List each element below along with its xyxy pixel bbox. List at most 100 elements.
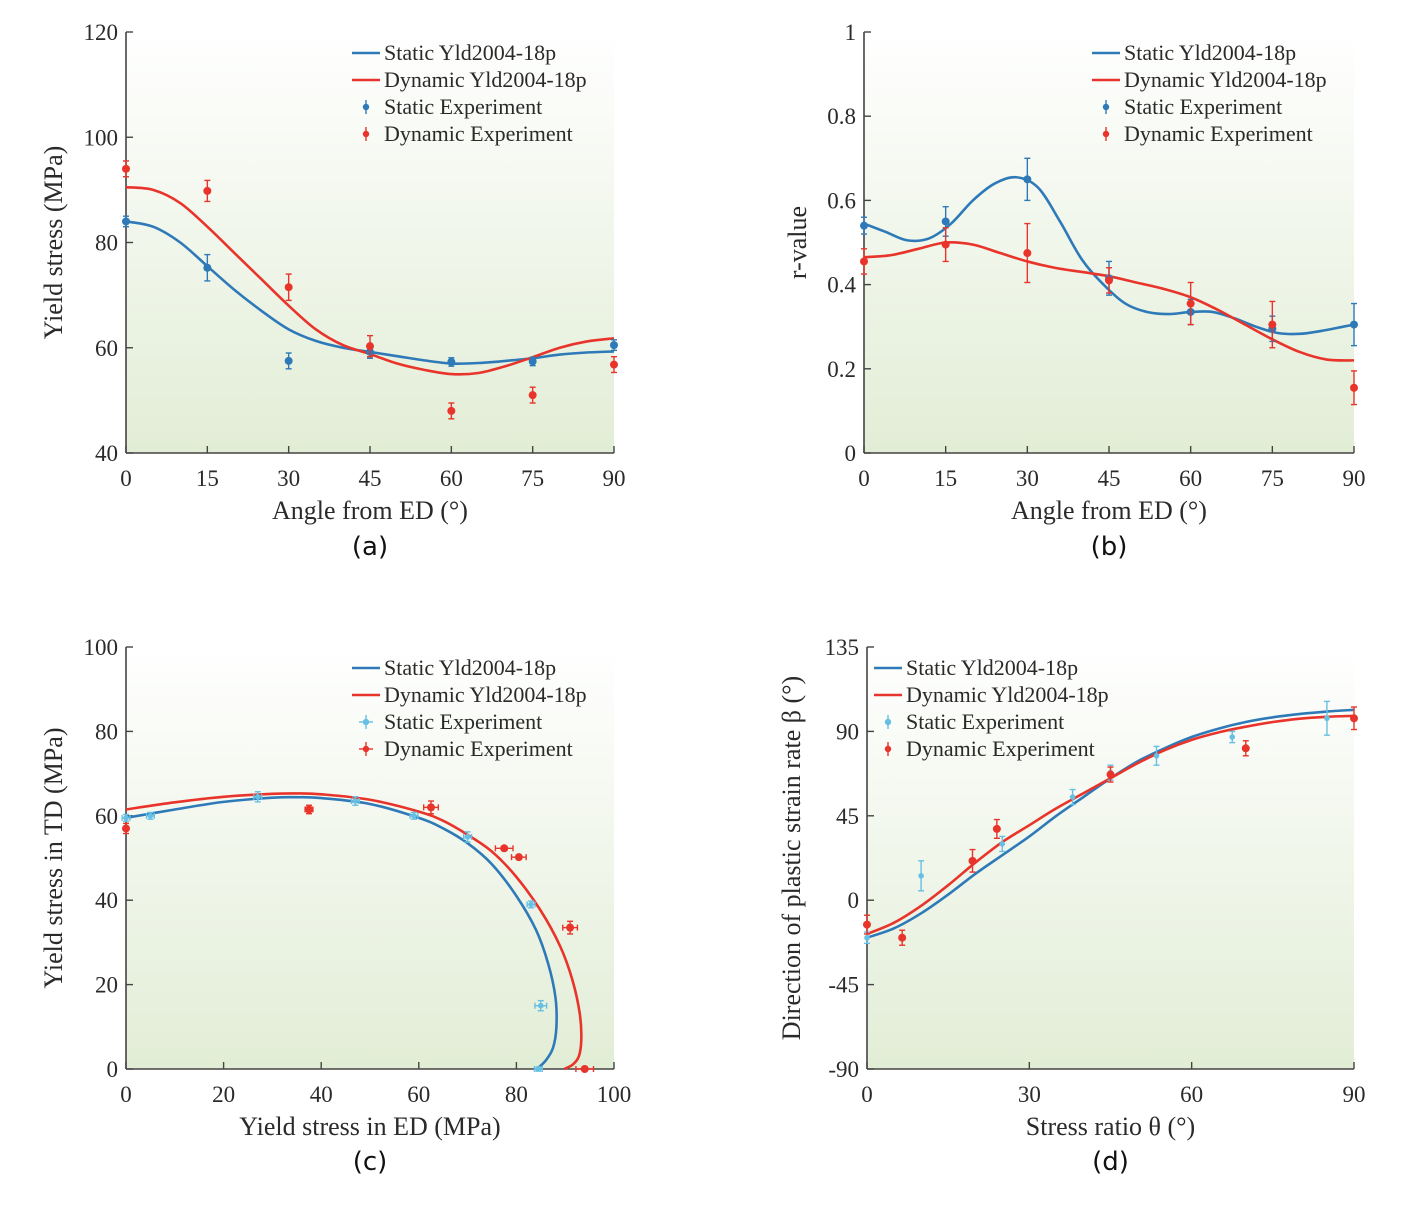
- y-tick-label: 120: [84, 20, 119, 45]
- data-point-dynamic-group: [860, 248, 868, 275]
- data-point-static: [464, 834, 471, 840]
- chart-panel-b: 0 15 30 45 60 75 90 0 0.2 0.4 0.6 0.8 1 Angle from ED…: [783, 20, 1366, 562]
- legend-marker-swatch: [362, 745, 370, 753]
- data-point-static-group: [999, 835, 1006, 853]
- data-point-dynamic-group: [422, 800, 440, 815]
- legend-label: Dynamic Yld2004-18p: [384, 682, 587, 707]
- data-point-dynamic-group: [122, 160, 130, 178]
- x-tick-label: 0: [120, 466, 132, 491]
- data-point-dynamic-group: [284, 273, 293, 302]
- y-tick-label: 1: [845, 20, 857, 45]
- data-point-dynamic: [1350, 714, 1358, 723]
- data-point-static-group: [534, 999, 548, 1012]
- data-point-dynamic: [860, 257, 868, 266]
- data-point-dynamic-group: [992, 818, 1001, 840]
- data-point-dynamic-group: [447, 402, 456, 420]
- data-point-dynamic-group: [366, 334, 374, 358]
- legend-label: Static Yld2004-18p: [906, 655, 1078, 680]
- y-tick-label: 0: [845, 441, 857, 466]
- data-point-dynamic-group: [1023, 222, 1032, 284]
- data-point-static-group: [253, 791, 263, 803]
- chart-panel-c: 0 20 40 60 80 100 0 20 40 60 80 100 Yield stress in …: [39, 635, 631, 1177]
- data-point-static-group: [526, 900, 536, 909]
- data-point-dynamic-group: [1106, 766, 1115, 783]
- legend-item: Static Yld2004-18p: [352, 40, 556, 65]
- legend-marker-swatch: [884, 745, 892, 753]
- x-tick-label: 40: [310, 1082, 333, 1107]
- data-point-static: [1069, 794, 1076, 800]
- data-point-dynamic-group: [610, 355, 618, 374]
- data-point-static-group: [860, 216, 868, 235]
- y-tick-label: 20: [95, 973, 118, 998]
- data-point-dynamic: [500, 844, 509, 853]
- legend-marker-swatch: [362, 103, 370, 111]
- data-point-static-group: [122, 215, 130, 228]
- data-point-dynamic: [1186, 299, 1195, 308]
- y-tick-label: 45: [836, 804, 859, 829]
- series-curve-static: [126, 795, 558, 1070]
- x-tick-label: 75: [1261, 466, 1284, 491]
- data-point-dynamic: [968, 856, 977, 865]
- data-point-static: [122, 217, 130, 226]
- data-point-dynamic: [528, 391, 537, 400]
- data-point-dynamic-group: [575, 1065, 595, 1073]
- data-point-static-group: [1323, 700, 1330, 736]
- y-tick-label: 100: [84, 125, 119, 150]
- legend-label: Dynamic Experiment: [384, 121, 573, 146]
- data-point-static: [918, 873, 924, 879]
- data-point-static-group: [284, 352, 293, 370]
- data-point-static: [284, 356, 293, 365]
- data-point-static: [254, 794, 261, 800]
- legend-item: Dynamic Experiment: [1102, 121, 1313, 146]
- data-point-dynamic: [284, 283, 293, 292]
- legend-item: Static Experiment: [1102, 94, 1282, 119]
- legend-label: Dynamic Experiment: [384, 736, 573, 761]
- x-tick-label: 0: [858, 466, 870, 491]
- y-axis-title: r-value: [783, 206, 812, 279]
- data-point-dynamic: [514, 853, 523, 862]
- y-axis-title: Direction of plastic strain rate β (°): [777, 676, 806, 1040]
- x-tick-label: 60: [1180, 1082, 1203, 1107]
- legend-item: Dynamic Yld2004-18p: [1092, 67, 1327, 92]
- data-point-dynamic-group: [122, 822, 130, 835]
- data-point-static-group: [462, 831, 473, 843]
- data-point-dynamic-group: [1105, 267, 1113, 294]
- x-axis-title: Angle from ED (°): [272, 496, 468, 525]
- data-point-dynamic-group: [898, 929, 907, 946]
- data-point-static-group: [1069, 788, 1076, 806]
- x-tick-label: 30: [1018, 1082, 1041, 1107]
- legend-label: Dynamic Yld2004-18p: [384, 67, 587, 92]
- legend-item: Dynamic Yld2004-18p: [352, 67, 587, 92]
- data-point-static: [1153, 752, 1160, 759]
- data-point-static: [352, 798, 359, 804]
- data-point-static: [535, 1066, 542, 1072]
- y-tick-label: 0.4: [827, 273, 856, 298]
- data-point-static: [864, 934, 870, 941]
- data-point-dynamic: [122, 824, 130, 833]
- legend-label: Static Experiment: [1124, 94, 1282, 119]
- data-point-static: [447, 357, 456, 366]
- x-tick-label: 60: [407, 1082, 430, 1107]
- data-point-dynamic-group: [1268, 300, 1277, 349]
- data-point-static-group: [1229, 730, 1236, 744]
- x-axis-title: Yield stress in ED (MPa): [239, 1112, 500, 1141]
- legend-item: Static Experiment: [359, 709, 542, 734]
- y-tick-label: 0.8: [827, 104, 856, 129]
- panel-label: (c): [353, 1147, 388, 1177]
- series-curve-static: [864, 175, 1354, 336]
- x-tick-label: 60: [1179, 466, 1202, 491]
- data-point-dynamic: [992, 824, 1001, 833]
- legend-marker-swatch: [362, 130, 370, 138]
- legend-item: Static Yld2004-18p: [1092, 40, 1296, 65]
- legend-label: Static Yld2004-18p: [384, 655, 556, 680]
- legend-item: Static Experiment: [362, 94, 542, 119]
- y-tick-label: 40: [95, 441, 118, 466]
- data-point-static: [123, 815, 129, 821]
- y-tick-label: 0.6: [827, 188, 856, 213]
- data-point-dynamic-group: [1350, 706, 1358, 731]
- data-point-dynamic: [366, 342, 374, 351]
- data-point-static: [147, 813, 154, 819]
